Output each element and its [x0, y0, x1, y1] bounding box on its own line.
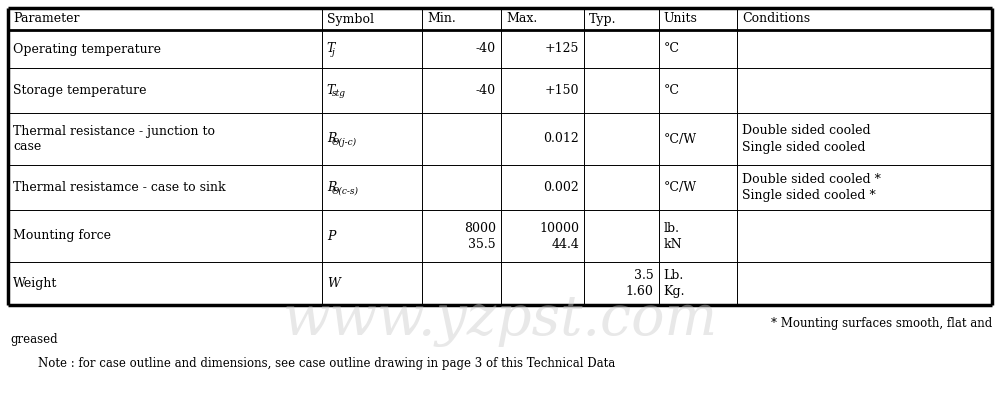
Text: Thermal resistamce - case to sink: Thermal resistamce - case to sink [13, 181, 226, 194]
Text: Θ(c-s): Θ(c-s) [331, 186, 358, 195]
Text: Max.: Max. [506, 12, 537, 26]
Text: °C: °C [664, 84, 680, 97]
Text: Storage temperature: Storage temperature [13, 84, 146, 97]
Text: stg: stg [331, 89, 345, 98]
Text: greased: greased [10, 332, 58, 346]
Text: Θ(j-c): Θ(j-c) [331, 138, 357, 147]
Text: Symbol: Symbol [327, 12, 374, 26]
Text: °C: °C [664, 42, 680, 56]
Text: * Mounting surfaces smooth, flat and: * Mounting surfaces smooth, flat and [771, 316, 992, 330]
Text: lb.
kN: lb. kN [664, 222, 682, 250]
Text: P: P [327, 230, 335, 242]
Text: Thermal resistance - junction to
case: Thermal resistance - junction to case [13, 124, 215, 154]
Text: 8000
35.5: 8000 35.5 [464, 222, 496, 250]
Text: R: R [327, 132, 336, 146]
Text: W: W [327, 277, 340, 290]
Text: 3.5
1.60: 3.5 1.60 [626, 269, 654, 298]
Text: +125: +125 [545, 42, 579, 56]
Text: Parameter: Parameter [13, 12, 80, 26]
Text: Double sided cooled
Single sided cooled: Double sided cooled Single sided cooled [742, 124, 871, 154]
Text: 0.002: 0.002 [543, 181, 579, 194]
Text: -40: -40 [476, 84, 496, 97]
Text: Units: Units [664, 12, 697, 26]
Text: T: T [327, 42, 335, 56]
Text: Lb.
Kg.: Lb. Kg. [664, 269, 685, 298]
Text: -40: -40 [476, 42, 496, 56]
Text: °C/W: °C/W [664, 181, 697, 194]
Text: Mounting force: Mounting force [13, 230, 111, 242]
Text: Min.: Min. [427, 12, 456, 26]
Text: +150: +150 [545, 84, 579, 97]
Text: Weight: Weight [13, 277, 57, 290]
Text: Conditions: Conditions [742, 12, 810, 26]
Text: °C/W: °C/W [664, 132, 697, 146]
Text: R: R [327, 181, 336, 194]
Text: 10000
44.4: 10000 44.4 [539, 222, 579, 250]
Text: T: T [327, 84, 335, 97]
Text: 0.012: 0.012 [543, 132, 579, 146]
Text: j: j [331, 48, 334, 57]
Text: Note : for case outline and dimensions, see case outline drawing in page 3 of th: Note : for case outline and dimensions, … [38, 356, 615, 370]
Text: www.yzpst.com: www.yzpst.com [282, 293, 718, 347]
Text: Typ.: Typ. [589, 12, 617, 26]
Text: Double sided cooled *
Single sided cooled *: Double sided cooled * Single sided coole… [742, 173, 881, 202]
Text: Operating temperature: Operating temperature [13, 42, 161, 56]
